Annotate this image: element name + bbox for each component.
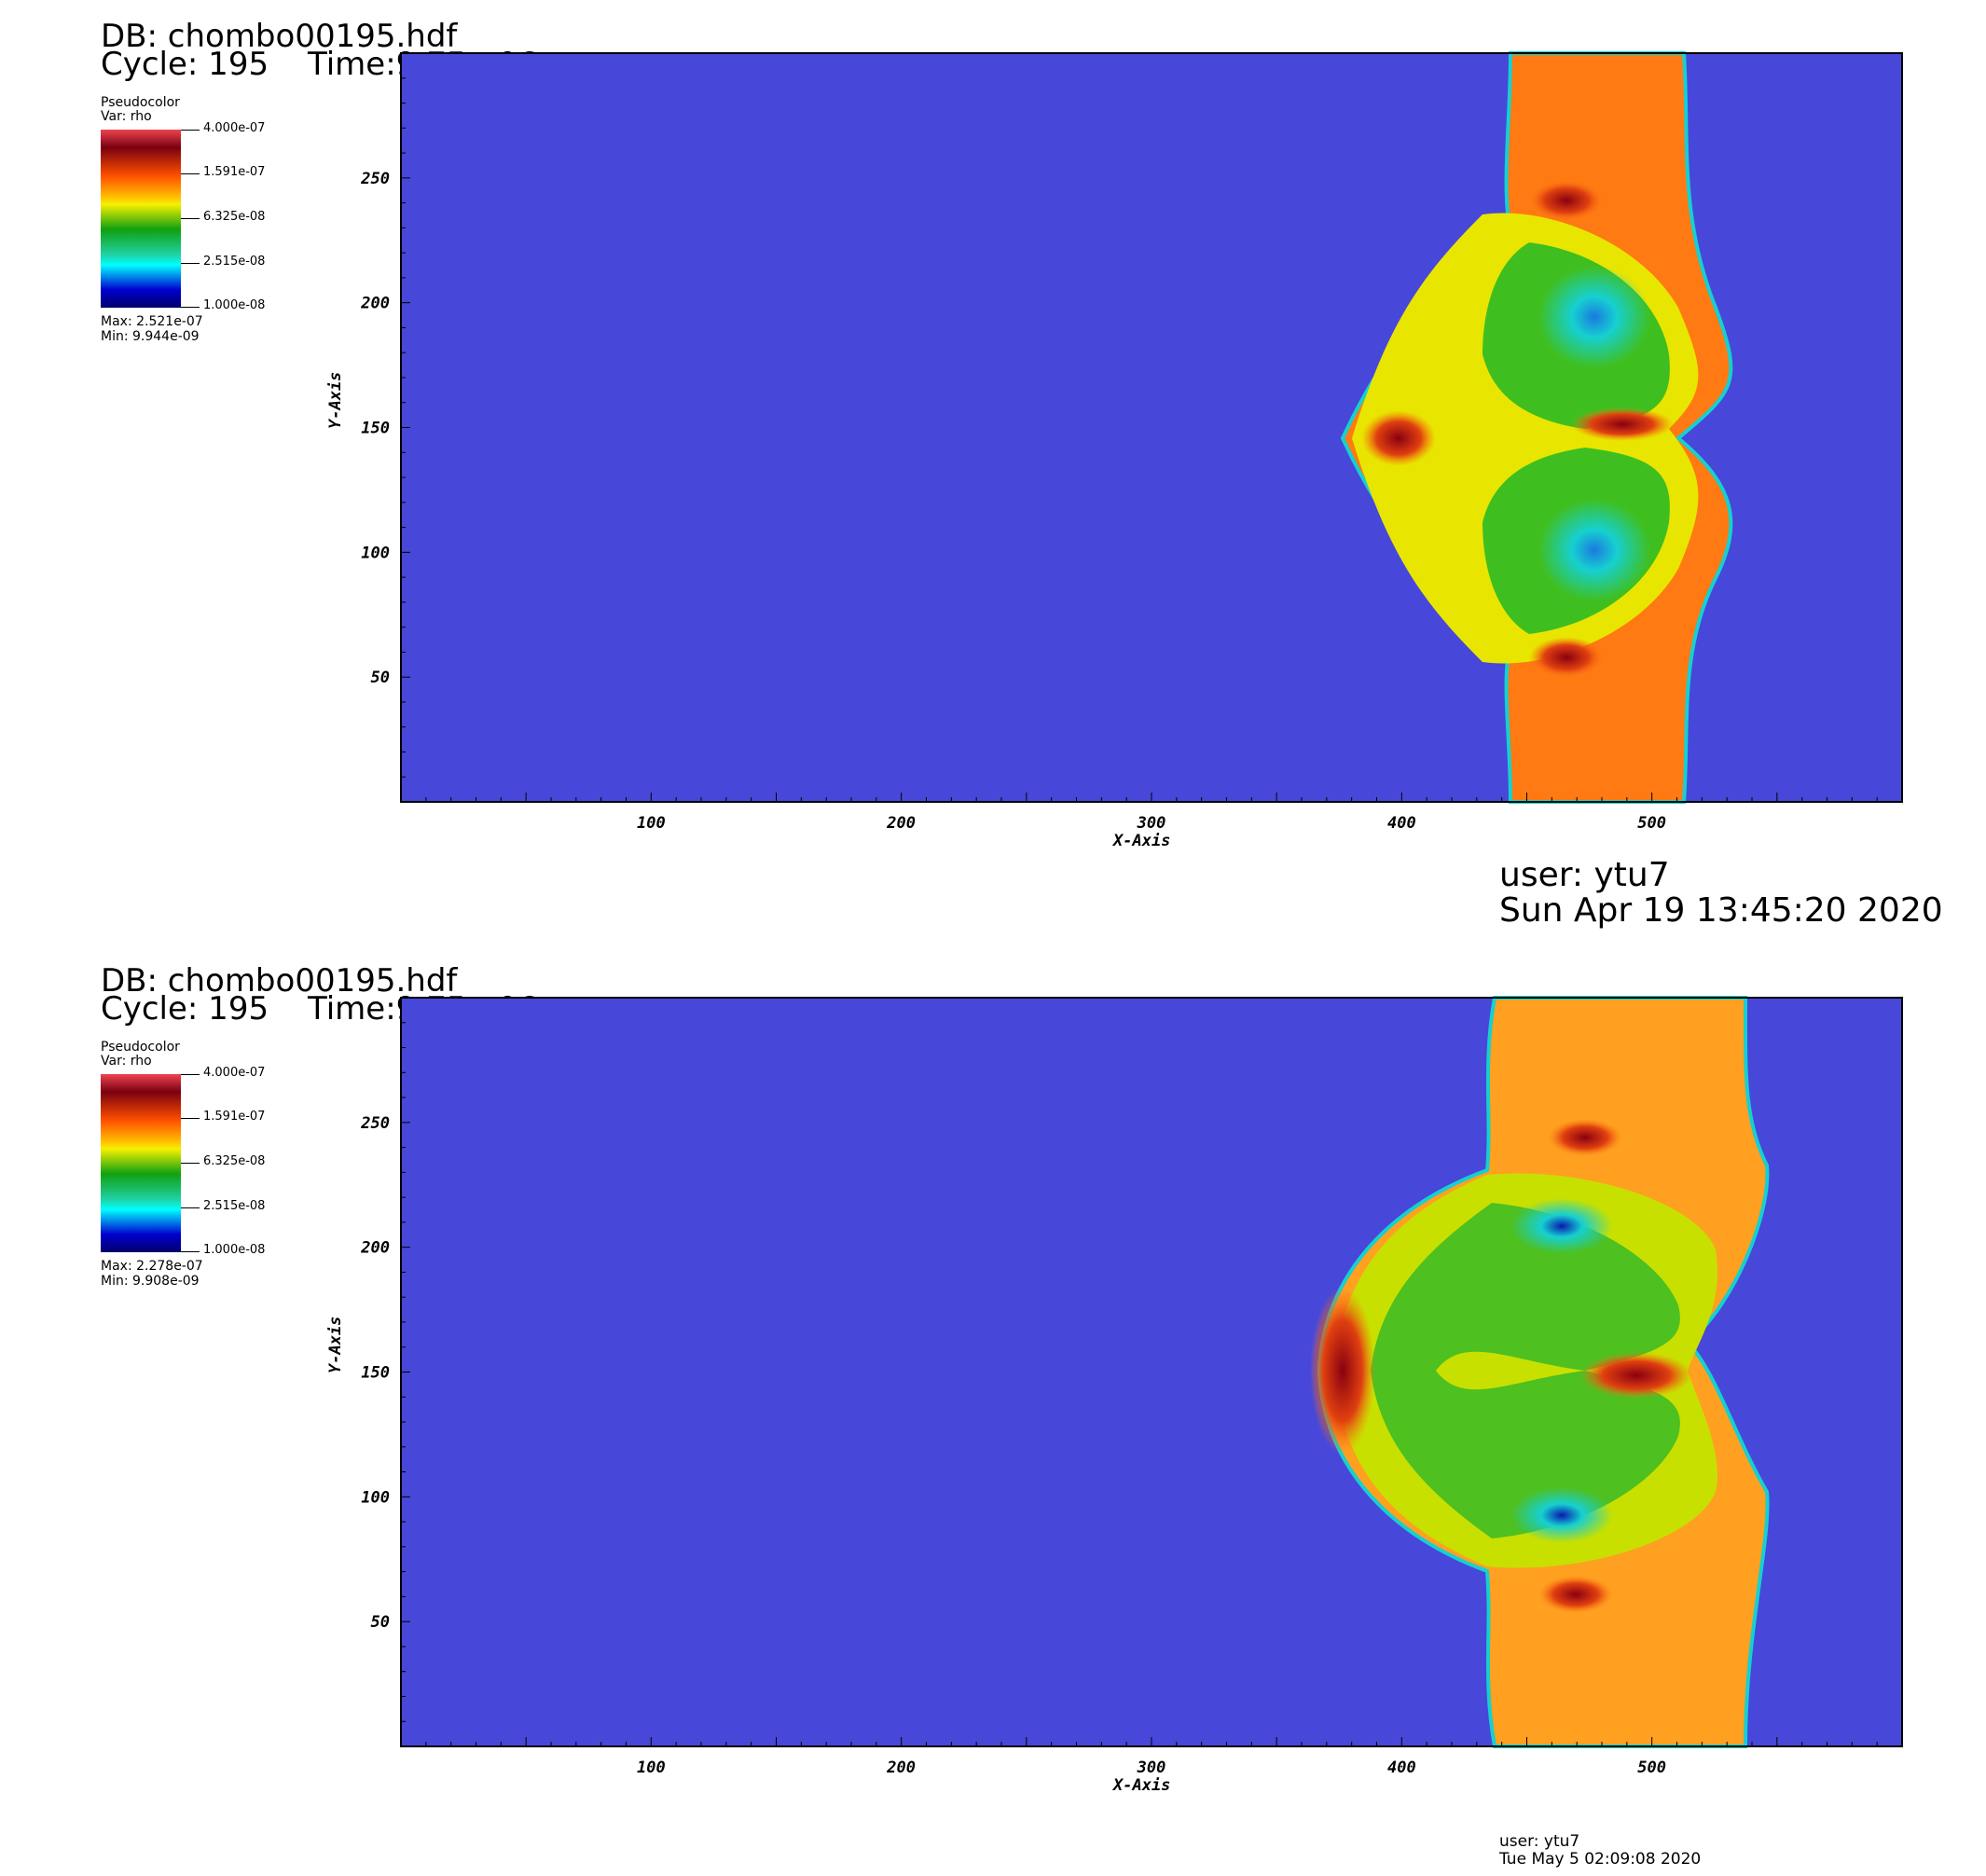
colorbar-tick-2c xyxy=(181,1163,200,1164)
y-tick-label: 100 xyxy=(361,544,390,562)
x-tick-label: 200 xyxy=(886,1759,916,1777)
y-tick-label: 50 xyxy=(371,1613,390,1632)
colorbar-label: 6.325e-08 xyxy=(203,1154,266,1168)
red-blob-top xyxy=(1548,1119,1622,1156)
colorbar-label: 1.000e-08 xyxy=(203,1243,266,1257)
cyan-blob-lower xyxy=(1538,499,1650,601)
colorbar-tick-2d xyxy=(181,1207,200,1208)
y-tick-label: 250 xyxy=(360,1114,390,1133)
colorbar-1 xyxy=(101,130,181,308)
colorbar-2 xyxy=(101,1074,181,1252)
x-tick-label: 300 xyxy=(1137,814,1166,833)
core-green xyxy=(1371,1203,1680,1538)
y-tick-label: 200 xyxy=(360,295,390,313)
user-label-1: user: ytu7 xyxy=(1499,856,1670,894)
red-blob-left xyxy=(1361,410,1436,466)
colorbar-label: 2.515e-08 xyxy=(203,255,266,269)
x-tick-label: 100 xyxy=(637,1759,666,1777)
colorbar-label: 4.000e-07 xyxy=(203,121,266,135)
colorbar-tick-1c xyxy=(181,218,200,219)
db-label-2: DB: chombo00195.hdf xyxy=(101,962,458,1000)
colorbar-label: 6.325e-08 xyxy=(203,210,266,224)
colorbar-tick-2a xyxy=(181,1074,200,1075)
colorbar-label: 4.000e-07 xyxy=(203,1066,266,1080)
y-tick-label: 250 xyxy=(360,170,390,188)
colorbar-label: 1.000e-08 xyxy=(203,298,266,312)
legend-var-2: Var: rho xyxy=(101,1054,152,1069)
colorbar-tick-1d xyxy=(181,263,200,264)
legend-var-1: Var: rho xyxy=(101,109,152,124)
x-tick-label: 400 xyxy=(1387,1759,1416,1777)
x-tick-label: 500 xyxy=(1637,814,1666,833)
cyan-blob-lower xyxy=(1510,1487,1613,1543)
x-tick-label: 100 xyxy=(637,814,666,833)
x-tick-label: 300 xyxy=(1137,1759,1166,1777)
legend-type-1: Pseudocolor xyxy=(101,95,180,110)
cycle-label-2: Cycle: 195 xyxy=(101,990,269,1028)
user-label-2: user: ytu7 xyxy=(1499,1832,1580,1851)
x-tick-label: 400 xyxy=(1387,814,1416,833)
y-tick-label: 200 xyxy=(360,1239,390,1258)
plot-area-1: 100 200 300 400 500 50 100 150 200 250 xyxy=(360,51,1903,833)
x-tick-label: 500 xyxy=(1637,1759,1666,1777)
colorbar-label: 2.515e-08 xyxy=(203,1199,266,1213)
red-blob-top xyxy=(1529,180,1604,221)
date-label-2: Tue May 5 02:09:08 2020 xyxy=(1499,1850,1702,1869)
legend-max-1: Max: 2.521e-07 xyxy=(101,314,203,329)
legend-type-2: Pseudocolor xyxy=(101,1040,180,1055)
cyan-blob-upper xyxy=(1538,266,1650,368)
y-tick-label: 150 xyxy=(361,420,390,438)
y-tick-label: 150 xyxy=(361,1364,390,1383)
date-label-1: Sun Apr 19 13:45:20 2020 xyxy=(1499,891,1943,930)
legend-min-1: Min: 9.944e-09 xyxy=(101,329,200,344)
colorbar-tick-1a xyxy=(181,130,200,131)
colorbar-label: 1.591e-07 xyxy=(203,165,266,179)
red-blob-bottom xyxy=(1529,637,1604,678)
cyan-blob-upper xyxy=(1510,1198,1613,1254)
y-axis-title-2: Y-Axis xyxy=(326,1316,345,1373)
red-streak xyxy=(1571,407,1674,441)
cycle-label-1: Cycle: 195 xyxy=(101,46,269,83)
red-blob-bottom xyxy=(1538,1576,1613,1613)
colorbar-tick-1e xyxy=(181,307,200,308)
colorbar-tick-2b xyxy=(181,1118,200,1119)
colorbar-tick-1b xyxy=(181,173,200,174)
colorbar-label: 1.591e-07 xyxy=(203,1110,266,1124)
x-tick-label: 200 xyxy=(886,814,916,833)
colorbar-tick-2e xyxy=(181,1251,200,1252)
x-axis-title-1: X-Axis xyxy=(1113,832,1171,850)
x-axis-title-2: X-Axis xyxy=(1113,1776,1171,1795)
red-blob-right xyxy=(1580,1352,1692,1399)
legend-min-2: Min: 9.908e-09 xyxy=(101,1274,200,1289)
red-band-left xyxy=(1310,1287,1375,1455)
y-tick-label: 50 xyxy=(371,669,390,687)
legend-max-2: Max: 2.278e-07 xyxy=(101,1259,203,1274)
y-tick-label: 100 xyxy=(361,1488,390,1507)
db-label-1: DB: chombo00195.hdf xyxy=(101,18,458,55)
